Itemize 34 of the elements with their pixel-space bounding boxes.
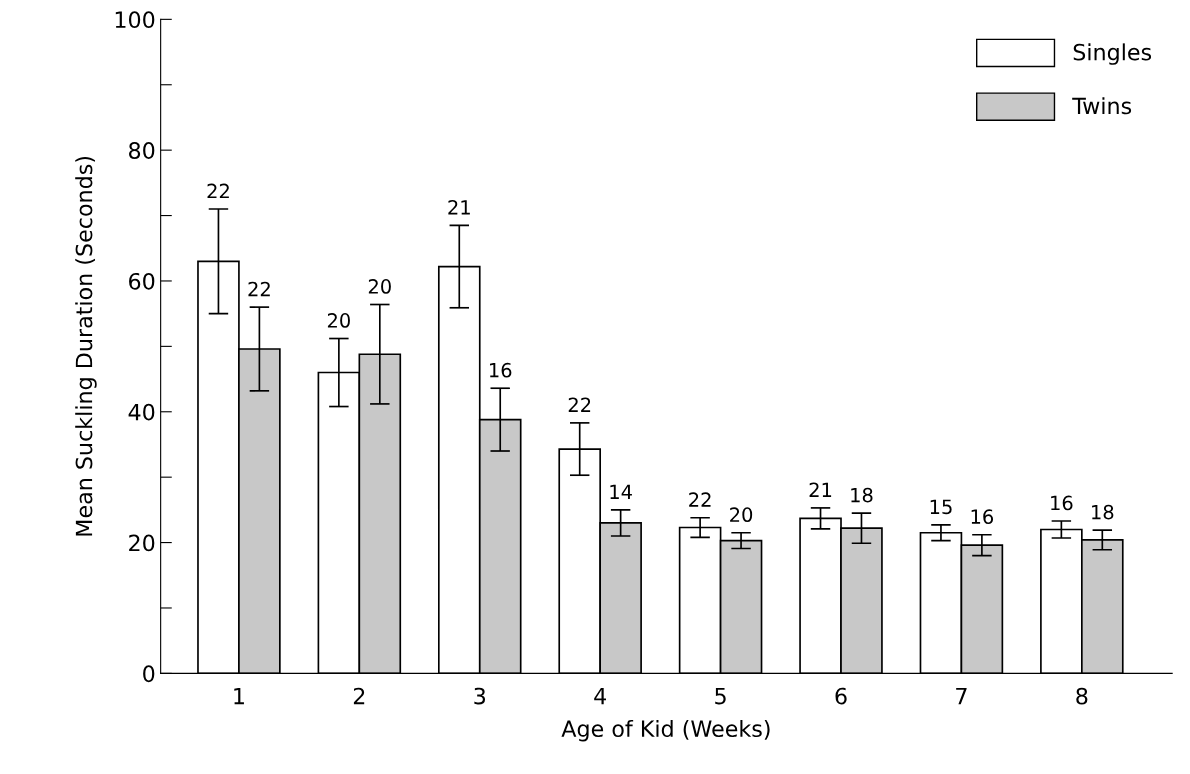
y-tick-label: 80 (129, 142, 155, 159)
x-tick-label: 2 (353, 687, 365, 705)
y-tick-label: 60 (129, 272, 155, 290)
annotation: 15 (930, 499, 952, 515)
x-axis-title: Age of Kid (Weeks) (561, 719, 770, 742)
annotation: 18 (1092, 504, 1114, 520)
annotation: 14 (610, 484, 632, 499)
annotation: 21 (448, 199, 470, 215)
annotation: 20 (368, 279, 391, 294)
y-tick-label: 100 (115, 11, 155, 29)
legend-label: Singles (1073, 43, 1152, 65)
annotation: 22 (248, 281, 270, 297)
x-tick-label: 8 (1076, 687, 1088, 705)
annotation: 22 (689, 492, 711, 507)
annotation: 16 (971, 509, 994, 525)
x-tick-label: 3 (474, 687, 486, 705)
annotation: 16 (1051, 495, 1073, 511)
annotation: 18 (851, 487, 873, 503)
y-tick-label: 0 (143, 665, 155, 683)
x-tick-label: 5 (715, 687, 726, 705)
y-tick-label: 40 (128, 403, 155, 421)
x-tick-label: 7 (956, 687, 967, 705)
annotation: 21 (809, 482, 832, 497)
annotation: 20 (730, 507, 753, 523)
x-tick-label: 1 (234, 687, 244, 705)
annotation: 20 (327, 313, 350, 328)
x-tick-label: 6 (835, 687, 847, 705)
annotation: 16 (489, 362, 512, 378)
y-axis-title: Mean Suckling Duration (Seconds) (75, 156, 97, 536)
legend-label: Twins (1072, 97, 1132, 115)
y-tick-label: 20 (129, 534, 155, 552)
annotation: 22 (568, 397, 591, 412)
x-tick-label: 4 (594, 687, 606, 705)
annotation: 22 (207, 183, 229, 199)
